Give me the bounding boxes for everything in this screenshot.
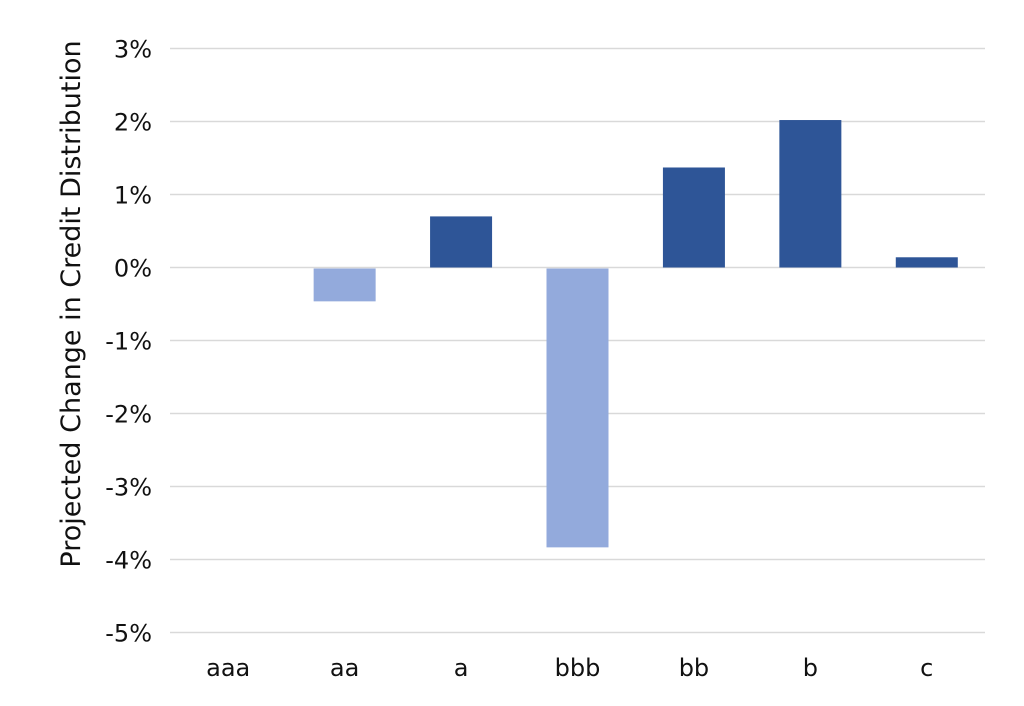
y-tick-label: -1%: [105, 328, 152, 356]
x-tick-label: a: [454, 654, 469, 682]
y-tick-label: 0%: [114, 255, 152, 283]
x-tick-label: b: [803, 654, 818, 682]
x-axis-ticks: aaa aa a bbb bb b c: [206, 654, 933, 682]
y-axis-label: Projected Change in Credit Distribution: [56, 40, 87, 567]
bar-bbb: [546, 268, 609, 548]
y-tick-label: -4%: [105, 547, 152, 575]
y-tick-label: 1%: [114, 182, 152, 210]
x-tick-label: bbb: [555, 654, 601, 682]
bar-bb: [662, 167, 725, 268]
y-tick-label: 3%: [114, 36, 152, 64]
y-axis-ticks: 3% 2% 1% 0% -1% -2% -3% -4% -5%: [105, 36, 152, 648]
x-tick-label: aaa: [206, 654, 250, 682]
y-tick-label: -2%: [105, 401, 152, 429]
bars: [313, 120, 958, 548]
bar-a: [430, 216, 493, 268]
y-tick-label: 2%: [114, 109, 152, 137]
x-tick-label: bb: [679, 654, 709, 682]
x-tick-label: c: [920, 654, 933, 682]
x-tick-label: aa: [330, 654, 359, 682]
bar-c: [895, 257, 958, 268]
bar-b: [779, 120, 842, 268]
y-tick-label: -5%: [105, 620, 152, 648]
bar-aa: [313, 268, 376, 302]
y-tick-label: -3%: [105, 474, 152, 502]
